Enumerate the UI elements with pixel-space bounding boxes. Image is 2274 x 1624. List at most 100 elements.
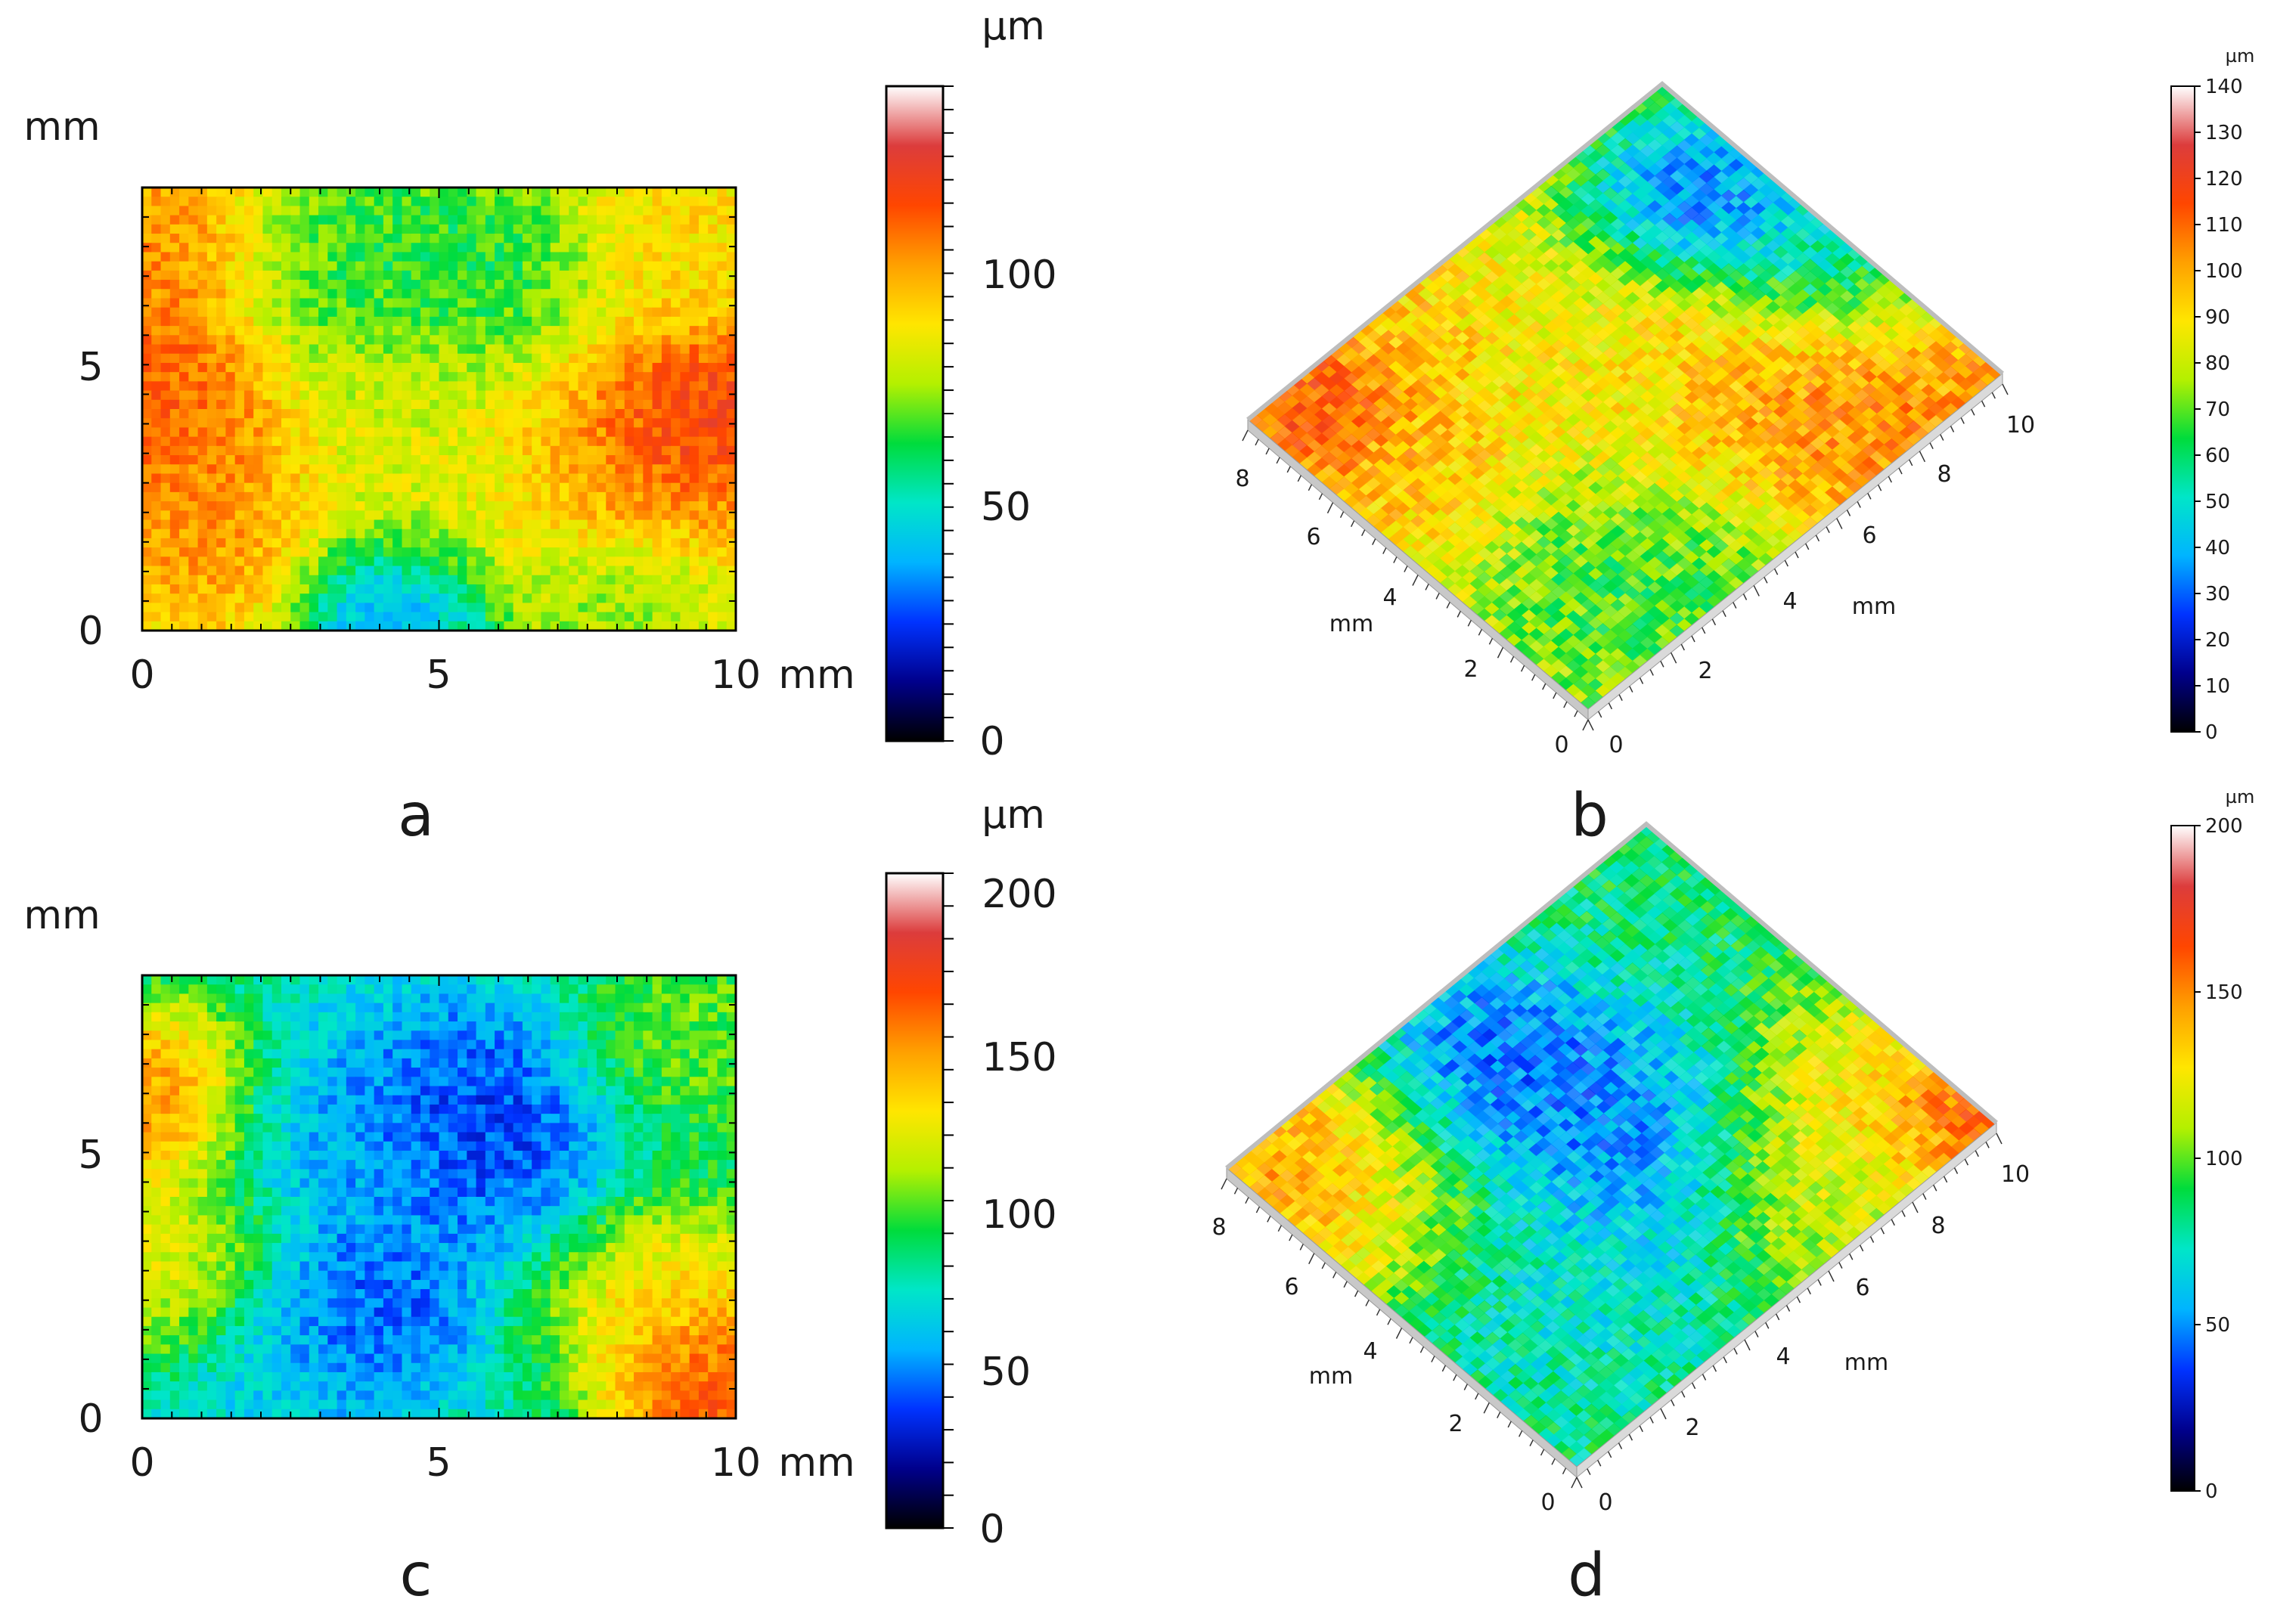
heatmap-cell: [643, 538, 653, 548]
heatmap-cell: [216, 566, 226, 576]
heatmap-cell: [476, 501, 486, 511]
heatmap-cell: [689, 399, 700, 410]
heatmap-cell: [244, 566, 254, 576]
heatmap-cell: [383, 390, 393, 401]
heatmap-cell: [337, 510, 347, 521]
heatmap-cell: [661, 473, 672, 484]
heatmap-cell: [698, 603, 709, 613]
heatmap-cell: [532, 575, 542, 585]
heatmap-cell: [513, 427, 523, 438]
heatmap-cell: [680, 362, 690, 373]
heatmap-cell: [513, 289, 523, 299]
heatmap-cell: [309, 353, 319, 364]
heatmap-cell: [281, 418, 291, 429]
heatmap-cell: [337, 612, 347, 622]
heatmap-cell: [458, 418, 467, 429]
heatmap-cell: [327, 243, 338, 253]
heatmap-cell: [504, 261, 514, 271]
heatmap-cell: [559, 436, 569, 447]
heatmap-cell: [271, 298, 282, 308]
heatmap-cell: [458, 390, 467, 401]
heatmap-cell: [281, 381, 291, 392]
heatmap-cell: [532, 399, 542, 410]
heatmap-cell: [411, 197, 421, 207]
heatmap-cell: [169, 436, 180, 447]
heatmap-cell: [522, 455, 532, 465]
heatmap-cell: [495, 482, 504, 493]
heatmap-cell: [309, 409, 319, 419]
heatmap-cell: [346, 399, 356, 410]
heatmap-cell: [244, 584, 254, 594]
heatmap-cell: [587, 445, 597, 456]
heatmap-cell: [448, 501, 458, 511]
heatmap-cell: [225, 390, 236, 401]
heatmap-cell: [550, 491, 560, 502]
heatmap-cell: [458, 612, 467, 622]
heatmap-cell: [346, 326, 356, 336]
heatmap-cell: [476, 455, 486, 465]
heatmap-cell: [225, 584, 236, 594]
heatmap-cell: [550, 298, 560, 308]
heatmap-cell: [634, 243, 644, 253]
heatmap-cell: [652, 603, 662, 613]
heatmap-cell: [281, 326, 291, 336]
heatmap-cell: [671, 215, 681, 225]
heatmap-cell: [476, 621, 486, 631]
heatmap-cell: [643, 482, 653, 493]
heatmap-cell: [337, 409, 347, 419]
heatmap-cell: [281, 575, 291, 585]
heatmap-cell: [271, 307, 282, 318]
heatmap-cell: [188, 621, 199, 631]
heatmap-cell: [253, 491, 264, 502]
heatmap-cell: [513, 575, 523, 585]
heatmap-cell: [522, 427, 532, 438]
heatmap-cell: [197, 234, 208, 243]
heatmap-cell: [606, 390, 616, 401]
heatmap-cell: [569, 243, 579, 253]
heatmap-cell: [624, 501, 634, 511]
heatmap-cell: [179, 326, 189, 336]
heatmap-cell: [411, 427, 421, 438]
heatmap-cell: [439, 519, 449, 530]
heatmap-cell: [708, 436, 718, 447]
heatmap-cell: [559, 575, 569, 585]
heatmap-cell: [179, 280, 189, 290]
heatmap-cell: [151, 353, 162, 364]
heatmap-cell: [309, 427, 319, 438]
heatmap-cell: [597, 621, 607, 631]
heatmap-cell: [634, 612, 644, 622]
heatmap-cell: [392, 464, 403, 475]
heatmap-cell: [504, 188, 514, 197]
heatmap-cell: [142, 575, 152, 585]
heatmap-cell: [271, 455, 282, 465]
heatmap-cell: [365, 556, 375, 567]
heatmap-cell: [550, 335, 560, 346]
heatmap-cell: [188, 206, 199, 216]
heatmap-cell: [346, 206, 356, 216]
heatmap-cell: [374, 594, 384, 603]
heatmap-cell: [290, 270, 301, 280]
heatmap-cell: [197, 215, 208, 225]
heatmap-cell: [606, 335, 616, 346]
heatmap-cell: [448, 621, 458, 631]
heatmap-cell: [671, 427, 681, 438]
heatmap-cell: [327, 547, 338, 557]
heatmap-cell: [383, 344, 393, 355]
heatmap-cell: [458, 270, 467, 280]
heatmap-cell: [374, 353, 384, 364]
heatmap-cell: [225, 547, 236, 557]
heatmap-cell: [708, 455, 718, 465]
heatmap-cell: [467, 362, 477, 373]
heatmap-cell: [661, 399, 672, 410]
heatmap-cell: [476, 326, 486, 336]
heatmap-cell: [476, 528, 486, 539]
heatmap-cell: [671, 381, 681, 392]
heatmap-cell: [504, 381, 514, 392]
heatmap-cell: [522, 519, 532, 530]
heatmap-cell: [262, 399, 273, 410]
heatmap-cell: [234, 409, 245, 419]
heatmap-cell: [513, 215, 523, 225]
heatmap-cell: [708, 538, 718, 548]
heatmap-cell: [458, 381, 467, 392]
heatmap-cell: [420, 215, 430, 225]
